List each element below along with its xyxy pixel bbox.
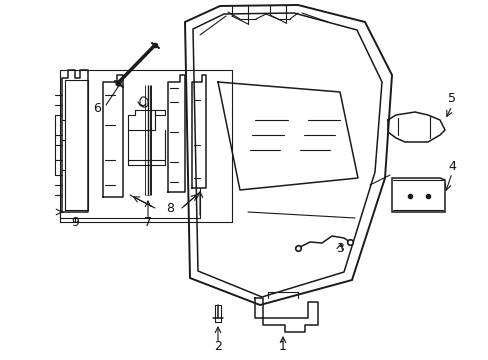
Text: 5: 5 xyxy=(447,92,455,105)
Text: 4: 4 xyxy=(447,160,455,173)
Text: 8: 8 xyxy=(165,202,174,215)
Text: 6: 6 xyxy=(93,102,101,114)
Text: 2: 2 xyxy=(214,340,222,353)
Text: 3: 3 xyxy=(335,242,343,255)
Text: 1: 1 xyxy=(279,340,286,353)
Text: 7: 7 xyxy=(143,216,152,229)
Text: 9: 9 xyxy=(71,216,79,229)
